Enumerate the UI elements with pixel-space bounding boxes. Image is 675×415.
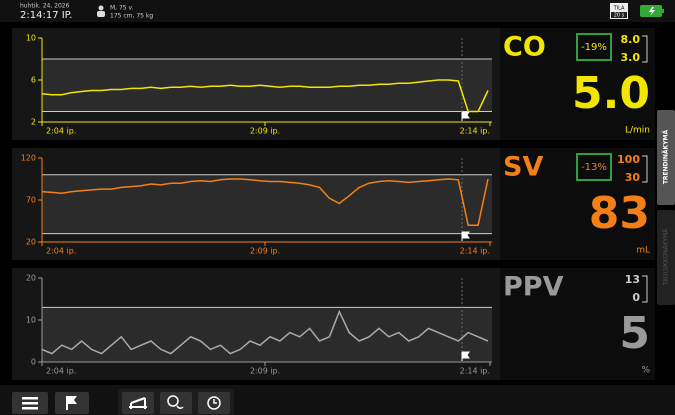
unit: mL [636,246,650,256]
bed-button[interactable] [122,392,154,414]
patient-info: M, 75 v. [110,5,134,12]
x-tick-label: 2:14 ip. [460,127,490,136]
panel-right [500,268,655,380]
change-value: -19% [581,42,607,53]
x-tick-label: 2:09 ip. [250,247,280,256]
target-band [42,307,492,362]
parameter-name: PPV [503,272,564,303]
range-bracket [642,35,648,63]
unit: L/min [625,126,650,136]
parameter-name: CO [503,32,546,63]
target-label: 3.0 [621,51,641,64]
y-tick-label: 10 [26,34,36,43]
x-tick-label: 2:14 ip. [460,247,490,256]
event-flag [461,111,470,121]
y-tick-label: 2 [31,118,36,127]
unit: % [641,366,650,376]
date: huhtik. 24, 2026 [20,3,70,10]
top-bar [0,0,675,22]
tab-table-label: TAULUKKONÄKYMÄ [663,228,670,287]
trend-trace [41,178,489,226]
status-interval-box [611,12,627,18]
y-tick-label: 0 [31,358,36,367]
current-value: 83 [589,188,650,239]
patient-icon [97,5,105,17]
trend-trace [41,309,489,355]
change-value: -13% [581,162,607,173]
range-bracket [642,275,648,303]
target-band [42,174,492,234]
y-tick-label: 20 [26,238,36,247]
zero-button[interactable] [160,392,192,414]
event-flag [461,351,470,361]
y-tick-label: 70 [26,196,36,205]
target-label: 30 [625,171,641,184]
change-box [576,153,612,181]
tab-trend-label: TRENDINÄKYMÄ [663,129,670,184]
y-tick-label: 20 [26,274,36,283]
trend-trace [41,79,489,113]
target-label: 8.0 [621,33,641,46]
x-tick-label: 2:09 ip. [250,367,280,376]
y-tick-label: 10 [26,316,36,325]
bottom-bar [0,385,675,415]
flag-button[interactable] [55,392,89,414]
x-tick-label: 2:04 ip. [46,127,76,136]
x-tick-label: 2:09 ip. [250,127,280,136]
target-label: 100 [617,153,640,166]
x-tick-label: 2:14 ip. [460,367,490,376]
tab-table[interactable] [657,210,675,305]
menu-button[interactable] [12,392,48,414]
battery-icon [640,5,664,17]
range-bracket [642,155,648,183]
x-tick-label: 2:04 ip. [46,367,76,376]
y-tick-label: 6 [31,76,36,85]
status-interval: 20 s [614,13,625,19]
clock: 2:14:17 IP. [20,10,72,21]
target-label: 0 [632,291,640,304]
parameter-name: SV [503,152,543,183]
target-label: 13 [625,273,640,286]
change-box [576,33,612,61]
current-value: 5.0 [572,68,650,119]
x-tick-label: 2:04 ip. [46,247,76,256]
y-tick-label: 120 [21,154,36,163]
status-label: TILA [613,6,625,12]
current-value: 5 [619,308,650,359]
patient-size: 175 cm, 75 kg [110,13,153,20]
tab-trend[interactable] [657,110,675,205]
history-button[interactable] [198,392,230,414]
event-flag [461,231,470,241]
